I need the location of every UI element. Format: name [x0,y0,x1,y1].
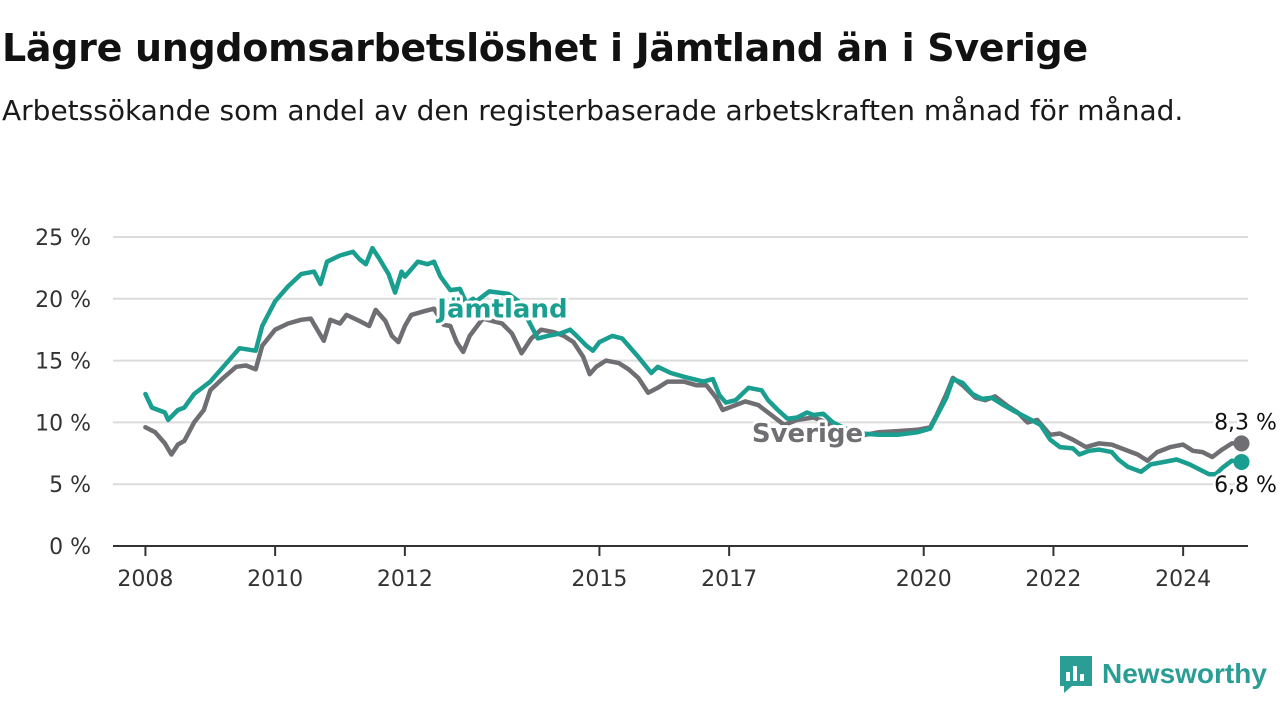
series-labels: Jämtland 6,8 % Sverige 8,3 % [432,291,1279,500]
gridlines [113,236,1248,486]
series-label-sverige: Sverige [752,419,863,449]
series-end-point [1233,453,1250,470]
series-lines [143,245,1250,477]
y-tick-label: 5 % [49,473,91,498]
x-tick-label: 2010 [247,567,303,592]
x-tick: 2015 [571,567,627,592]
y-tick-label: 25 % [35,226,91,251]
x-tick: 2024 [1155,567,1211,592]
brand-name: Newsworthy [1102,658,1267,689]
y-axis: 0 % 5 % 10 % 15 % 20 % 25 % [35,226,91,560]
x-tick: 2008 [117,567,173,592]
y-tick: 15 % [35,350,91,375]
x-tick-label: 2012 [377,567,433,592]
x-tick-label: 2020 [896,567,952,592]
x-tick: 2010 [247,567,303,592]
y-tick: 25 % [35,226,91,251]
y-tick-label: 15 % [35,350,91,375]
series-end-point [1233,435,1250,452]
y-tick: 10 % [35,411,91,436]
y-tick-label: 0 % [49,535,91,560]
y-tick: 5 % [49,473,91,498]
y-tick-label: 20 % [35,288,91,313]
chart-title: Lägre ungdomsarbetslöshet i Jämtland än … [2,26,1088,70]
x-axis: 2008 2010 2012 2015 2017 2020 2022 2024 [113,545,1248,592]
series-line-jamtland [143,245,1244,477]
x-tick: 2012 [377,567,433,592]
x-tick: 2022 [1025,567,1081,592]
x-tick: 2017 [701,567,757,592]
y-tick-label: 10 % [35,411,91,436]
y-tick: 20 % [35,288,91,313]
x-tick-label: 2024 [1155,567,1211,592]
line-chart: 0 %5 %10 %15 %20 %25 % 2008 2010 2012 2015 2… [35,226,1279,592]
end-value-label-sverige: 8,3 % [1214,410,1277,435]
x-tick-label: 2017 [701,567,757,592]
x-tick: 2020 [896,567,952,592]
newsworthy-chart-bubble-icon [1060,656,1092,693]
x-tick-label: 2008 [117,567,173,592]
series-label-jamtland: Jämtland [435,294,567,324]
y-tick: 0 % [49,535,91,560]
x-tick-label: 2015 [571,567,627,592]
x-tick-label: 2022 [1025,567,1081,592]
series-line-sverige [143,306,1244,463]
brand-logo: Newsworthy [1058,654,1267,694]
chart-subtitle: Arbetssökande som andel av den registerb… [2,94,1184,127]
end-value-label-jamtland: 6,8 % [1214,473,1277,498]
